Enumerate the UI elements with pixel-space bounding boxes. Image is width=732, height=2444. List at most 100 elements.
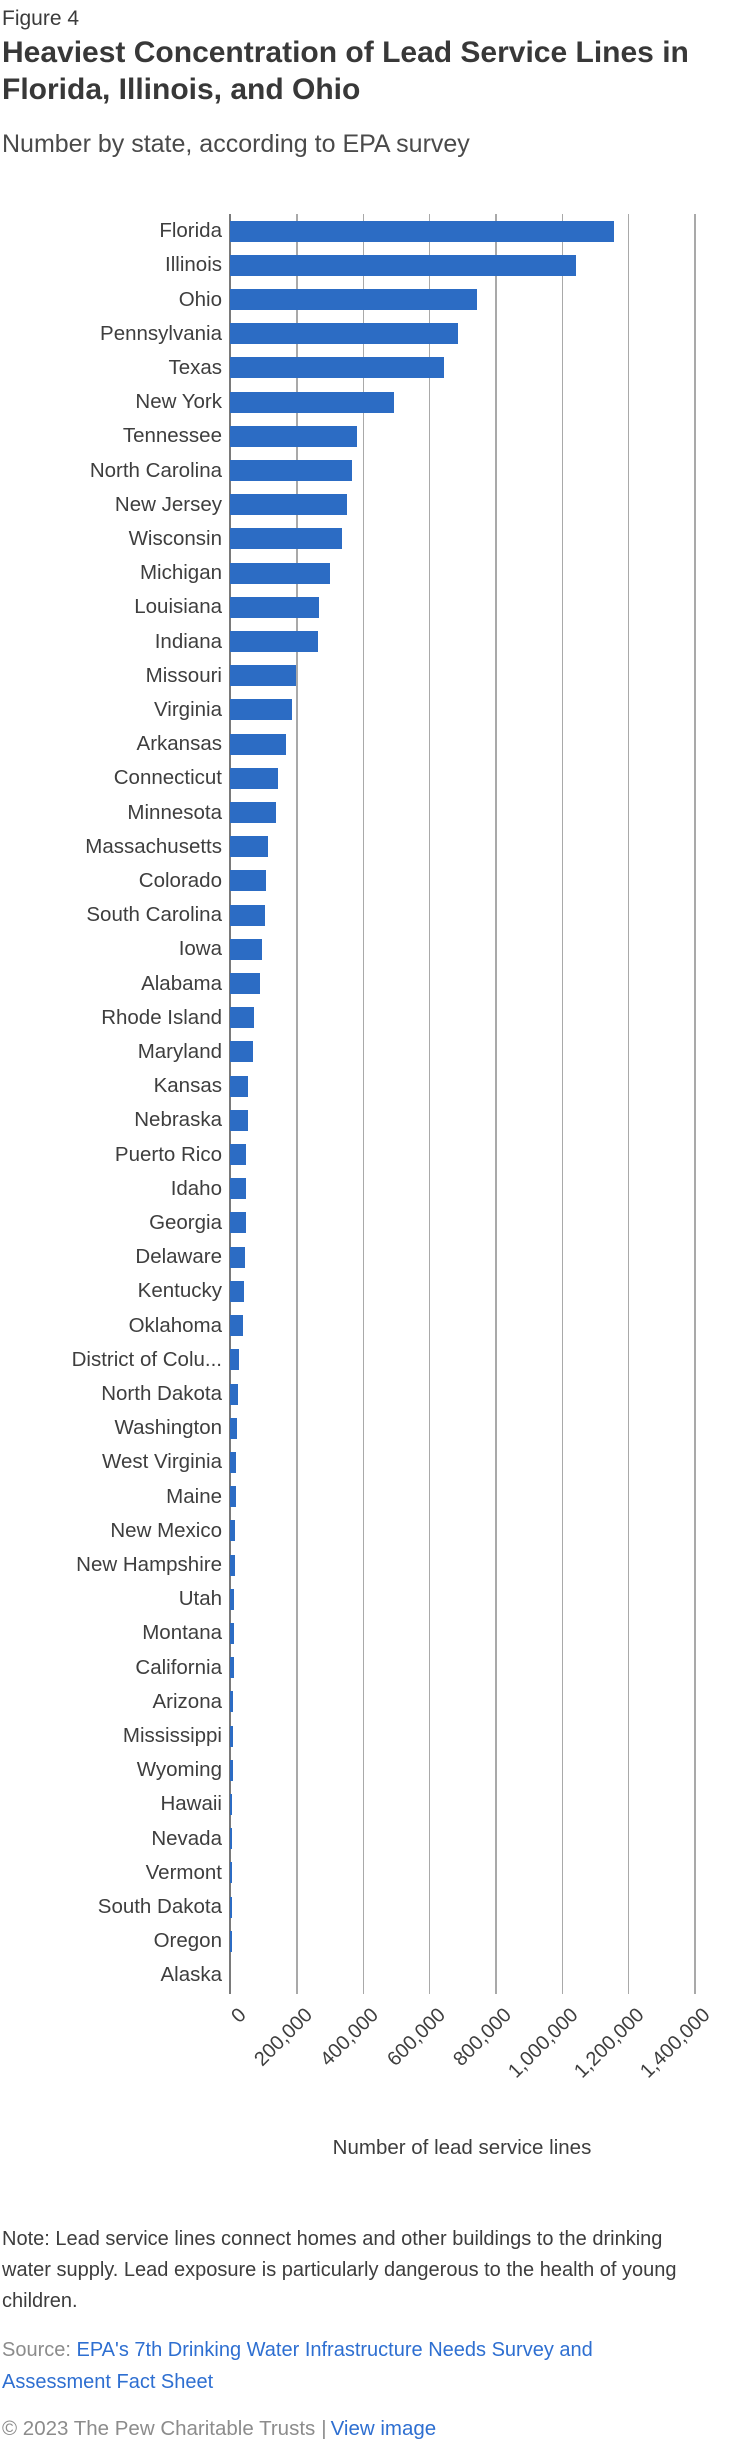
x-axis-title: Number of lead service lines [332,2136,592,2159]
bar [230,220,615,242]
bar-row: Utah [0,1582,732,1616]
state-label: Puerto Rico [114,1142,222,1166]
bar-row: Vermont [0,1856,732,1890]
bar [230,1759,233,1781]
state-label: Alabama [141,971,222,995]
bar-row: New Mexico [0,1514,732,1548]
bar-row: West Virginia [0,1445,732,1479]
bar-row: Iowa [0,932,732,966]
state-label: Pennsylvania [100,321,222,345]
gridline [627,214,630,1994]
bar-row: District of Colu... [0,1343,732,1377]
state-label: Vermont [145,1860,222,1884]
bar [230,1622,234,1644]
figure-title: Heaviest Concentration of Lead Service L… [2,36,689,106]
state-label: Kentucky [137,1279,222,1303]
state-label: District of Colu... [71,1347,222,1371]
gridline [296,214,298,1994]
bar [230,460,353,482]
state-label: North Dakota [101,1382,222,1405]
copyright-text: © 2023 The Pew Charitable Trusts [2,2417,316,2440]
bar-row: Connecticut [0,761,732,795]
state-label: New Hampshire [76,1553,222,1577]
bar [230,631,319,653]
state-label: Iowa [178,937,222,961]
state-label: Colorado [138,868,222,892]
bar-row: Montana [0,1616,732,1650]
source-prefix: Source: [2,2339,77,2361]
bar-row: Nevada [0,1822,732,1856]
bar [230,1691,234,1713]
figure-label: Figure 4 [2,7,80,30]
bar [230,1144,247,1166]
bar-row: Idaho [0,1172,732,1206]
x-tick-label: 1,000,000 [503,2004,583,2083]
bar-row: North Carolina [0,453,732,487]
bar [230,391,394,413]
state-label: Montana [142,1621,222,1645]
bar-row: Kansas [0,1069,732,1103]
bar [230,562,331,584]
bar-row: California [0,1651,732,1685]
state-label: Delaware [135,1245,222,1269]
state-label: Washington [114,1416,223,1440]
state-label: Michigan [139,561,222,585]
bar-row: New Hampshire [0,1548,732,1582]
bar-row: Nebraska [0,1103,732,1137]
bar-row: Indiana [0,624,732,658]
bar-row: Pennsylvania [0,317,732,351]
state-label: North Carolina [89,458,222,482]
bar-row: Wisconsin [0,522,732,556]
bar [230,1554,235,1576]
bar [230,1657,234,1679]
bar-row: Hawaii [0,1787,732,1821]
figure-subtitle: Number by state, according to EPA survey [2,130,470,158]
bar-row: Tennessee [0,419,732,453]
bar-row: Oklahoma [0,1309,732,1343]
bar-row: Maine [0,1480,732,1514]
state-label: West Virginia [101,1450,222,1474]
bar-row: Georgia [0,1206,732,1240]
bar-row: Kentucky [0,1274,732,1308]
bar [230,596,319,618]
lead-service-lines-bar-chart: Florida Illinois Ohio Pennsylvania Texas New … [0,214,732,2159]
view-image-link[interactable]: View image [330,2417,437,2440]
bar [230,1486,236,1508]
gridline [495,214,497,1994]
bar-row: Wyoming [0,1753,732,1787]
bar [230,1417,237,1439]
state-label: Tennessee [122,424,222,448]
bar-row: Texas [0,351,732,385]
bar [230,357,445,379]
bar-row: Massachusetts [0,830,732,864]
bar-row: New Jersey [0,488,732,522]
bar [230,1828,232,1850]
state-label: South Carolina [86,903,222,927]
bar-row: North Dakota [0,1377,732,1411]
bar-rows-layer: Florida Illinois Ohio Pennsylvania Texas New … [0,214,732,1993]
state-label: Ohio [178,287,222,311]
bar [230,1178,246,1200]
bar [230,494,347,516]
bar-row: Puerto Rico [0,1137,732,1171]
x-tick-label: 1,200,000 [569,2004,649,2083]
gridline [428,214,431,1994]
bar [230,767,279,789]
bar [230,289,477,310]
bar [230,665,296,687]
source-link[interactable]: EPA's 7th Drinking Water Infrastructure … [2,2339,593,2393]
state-label: Louisiana [134,595,222,619]
bar [230,1520,235,1542]
x-tick-label: 0 [227,2004,251,2028]
bar [230,1930,232,1952]
bar [230,1862,232,1884]
bar-row: Mississippi [0,1719,732,1753]
bar-row: Michigan [0,556,732,590]
bar [230,425,357,447]
state-label: Virginia [154,697,222,721]
bar-row: New York [0,385,732,419]
gridline [362,214,365,1994]
bar [230,733,287,755]
state-label: Utah [178,1587,222,1611]
